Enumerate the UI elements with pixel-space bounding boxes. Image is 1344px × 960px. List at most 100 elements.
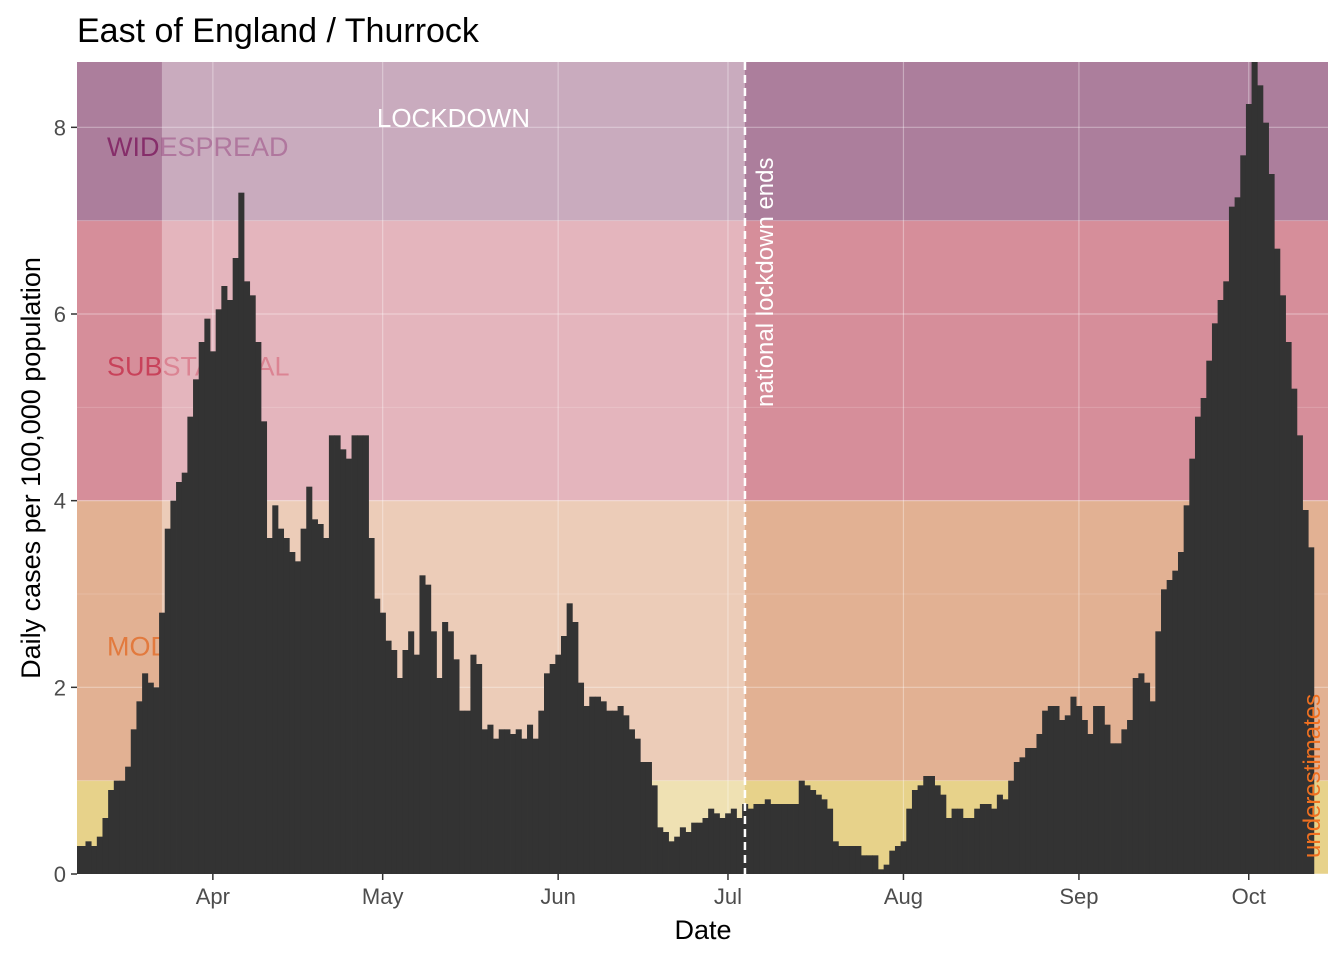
bar	[628, 729, 635, 874]
bar	[611, 710, 618, 874]
bar	[442, 622, 449, 874]
bar	[1115, 743, 1122, 874]
bar	[945, 818, 952, 874]
bar	[640, 762, 647, 874]
bar	[725, 813, 732, 874]
bar	[504, 729, 511, 874]
bar	[266, 538, 273, 874]
bar	[928, 776, 935, 874]
bar	[113, 780, 120, 874]
bar	[1161, 589, 1168, 874]
bar	[119, 780, 126, 874]
bar	[1149, 701, 1156, 874]
bar	[804, 785, 811, 874]
bar	[215, 309, 222, 874]
bar	[770, 804, 777, 874]
bar	[277, 528, 285, 874]
bar	[1042, 710, 1049, 874]
bar	[481, 729, 488, 874]
bar	[1285, 342, 1292, 874]
bar	[521, 738, 528, 874]
bar	[736, 818, 743, 874]
bar	[249, 295, 256, 874]
bar	[594, 696, 602, 874]
x-tick-label: Oct	[1232, 884, 1266, 909]
bar	[187, 416, 194, 874]
bar	[1155, 631, 1162, 874]
bar	[1064, 715, 1071, 874]
bar	[589, 696, 596, 874]
threshold-label-0: WIDESPREAD	[107, 132, 289, 162]
bar	[787, 804, 794, 874]
bar	[849, 846, 856, 874]
bar	[470, 654, 477, 874]
bar	[487, 724, 494, 874]
bar	[1177, 552, 1185, 874]
bar	[1166, 580, 1173, 874]
bar	[130, 729, 137, 874]
y-axis-label: Daily cases per 100,000 population	[16, 257, 46, 679]
bar	[1308, 547, 1315, 874]
bar	[176, 482, 183, 874]
y-tick-label: 4	[54, 489, 66, 514]
bar	[260, 421, 268, 874]
underestimates-label: underestimates	[1299, 694, 1326, 858]
bar	[679, 827, 686, 874]
bar	[606, 710, 613, 874]
bar	[136, 701, 143, 874]
bar	[730, 808, 737, 874]
bar	[1081, 720, 1088, 874]
bar	[436, 678, 443, 874]
bar	[198, 342, 205, 874]
y-tick-label: 2	[54, 675, 66, 700]
x-tick-label: Sep	[1059, 884, 1098, 909]
bar	[351, 435, 358, 874]
bar	[985, 804, 992, 874]
bar	[1223, 281, 1230, 874]
bar	[1132, 678, 1139, 874]
bar	[764, 799, 771, 874]
bar	[1257, 85, 1264, 875]
bar	[323, 538, 330, 874]
bar	[402, 650, 409, 874]
bar	[1183, 505, 1190, 874]
bar	[866, 855, 873, 874]
bar	[940, 794, 947, 874]
bar	[651, 785, 658, 874]
bar	[227, 300, 234, 874]
x-tick-label: Aug	[884, 884, 923, 909]
bar	[1098, 706, 1105, 874]
x-tick-label: Jun	[540, 884, 575, 909]
bar	[498, 729, 505, 874]
bar	[793, 804, 800, 874]
bar	[164, 528, 171, 874]
bar	[544, 673, 551, 874]
bar	[860, 855, 868, 874]
bar	[510, 734, 517, 874]
bar	[776, 804, 783, 874]
bar	[968, 818, 975, 874]
bar	[345, 458, 352, 874]
bar	[1228, 206, 1235, 874]
bar	[289, 552, 296, 874]
bar	[1268, 174, 1275, 874]
bar	[204, 318, 211, 875]
bar	[719, 818, 726, 874]
bar	[447, 631, 454, 874]
y-tick-label: 6	[54, 302, 66, 327]
lockdown-end-label: national lockdown ends	[752, 157, 779, 407]
bar	[1234, 197, 1241, 875]
bar	[391, 650, 398, 874]
bar	[125, 766, 132, 874]
bar	[272, 505, 279, 874]
threshold-band-0	[77, 62, 1328, 221]
x-axis-label: Date	[674, 915, 731, 945]
bar	[334, 435, 341, 874]
bar	[911, 790, 919, 874]
bar	[617, 706, 624, 874]
bar	[742, 804, 749, 874]
bar	[1138, 673, 1145, 874]
bar	[815, 794, 822, 874]
bar	[340, 449, 347, 874]
